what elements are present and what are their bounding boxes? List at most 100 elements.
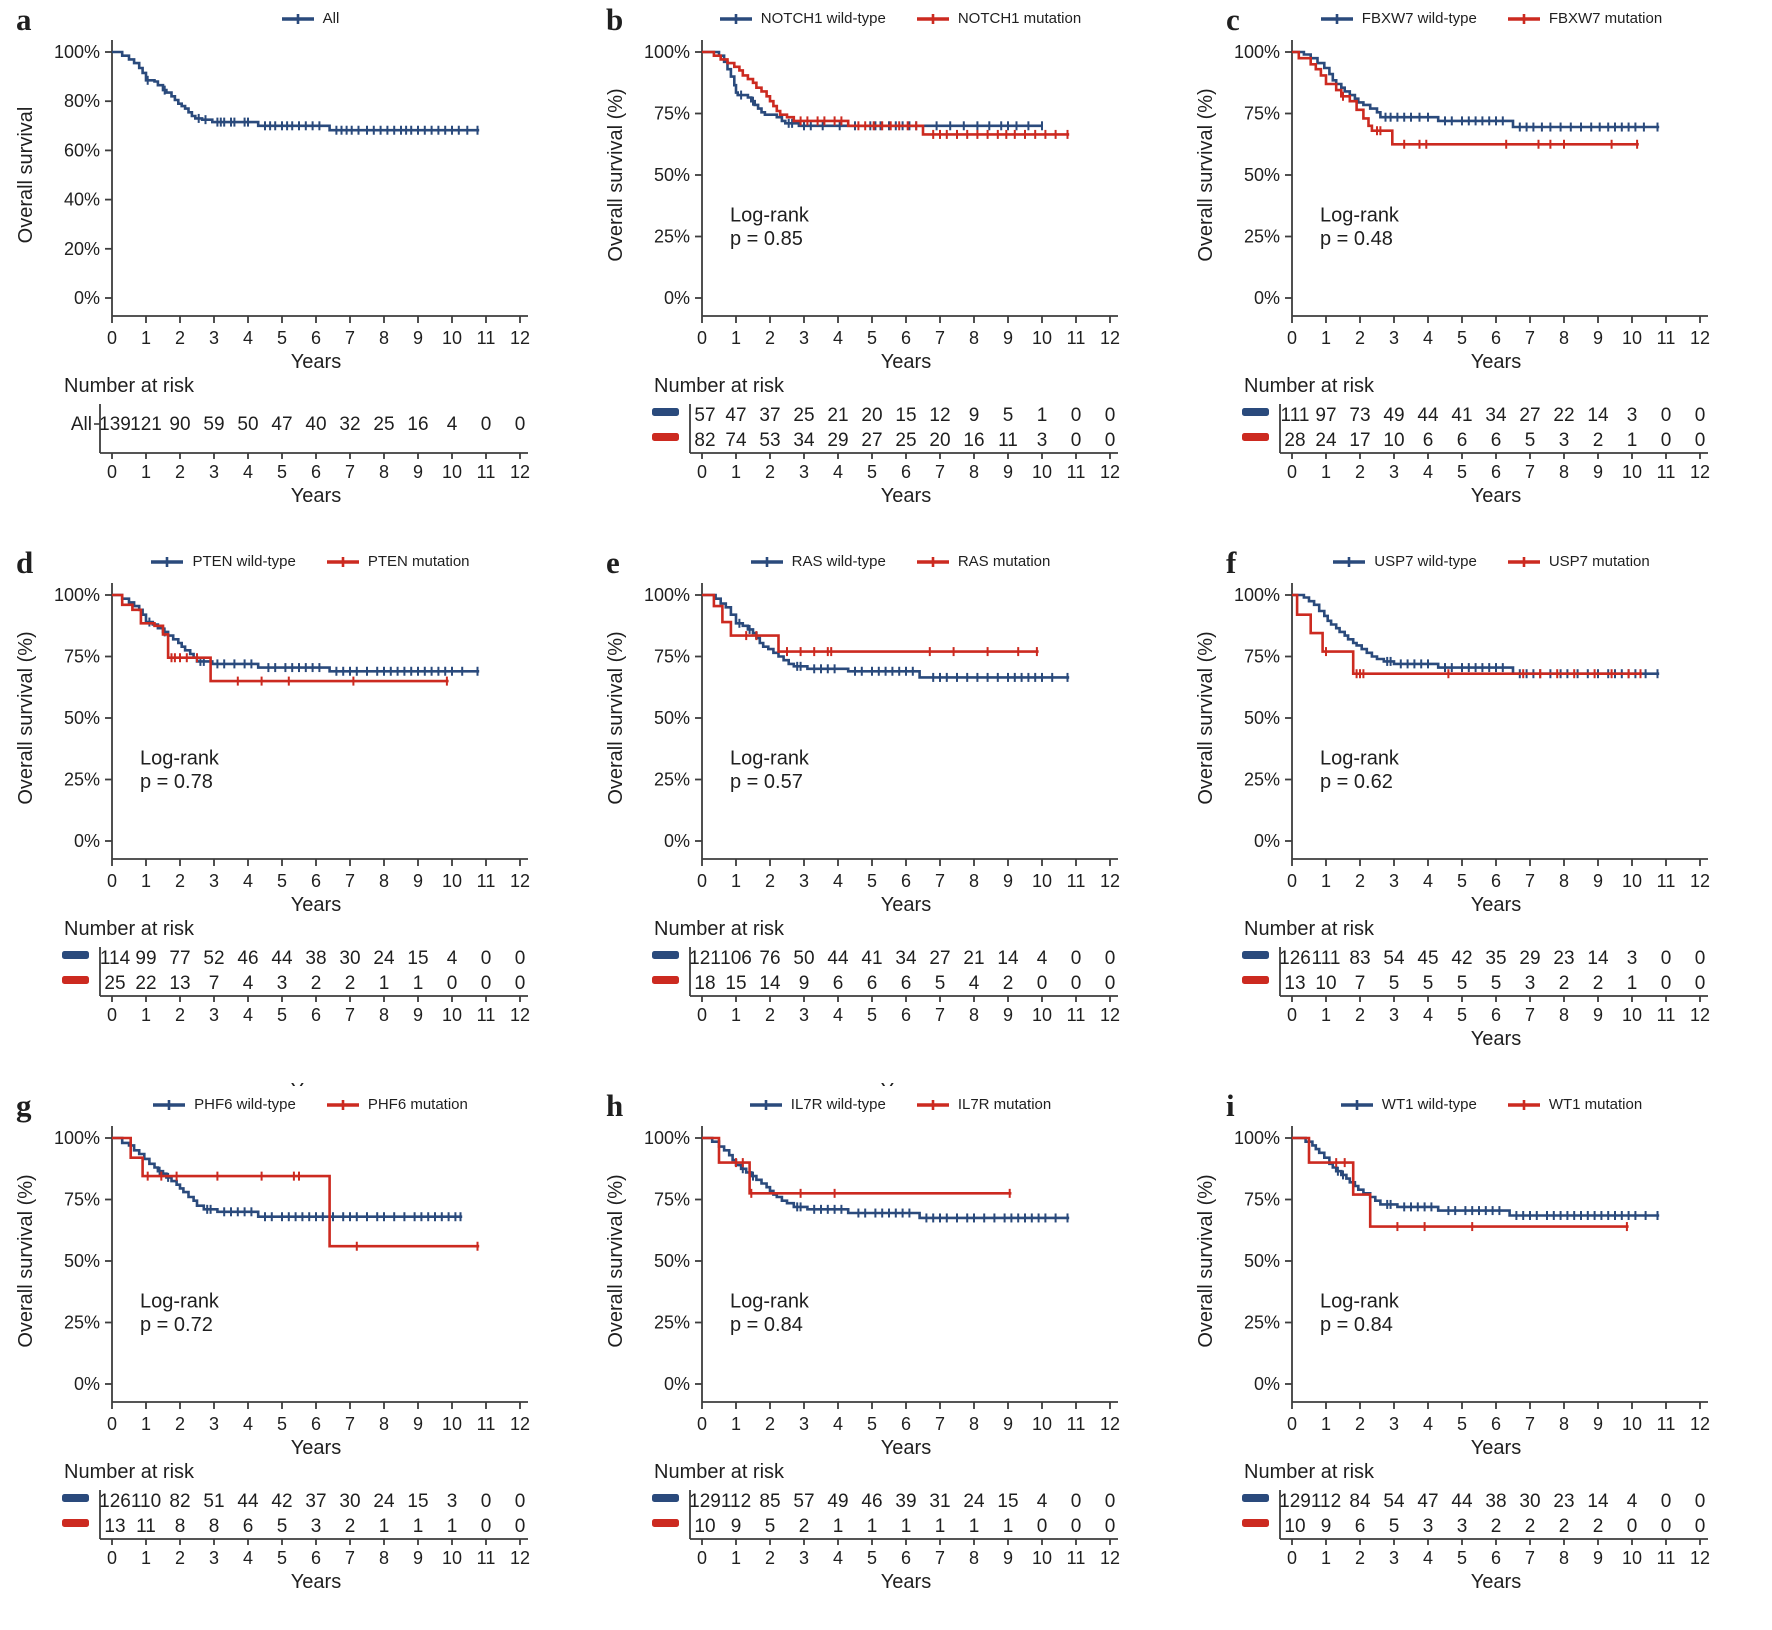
y-tick-label: 25%: [654, 1313, 690, 1333]
risk-x-tick-label: 5: [867, 462, 877, 482]
risk-x-tick-label: 9: [1593, 462, 1603, 482]
x-tick-label: 3: [799, 871, 809, 891]
censor-marks-il7r-mutation: [735, 1158, 1011, 1198]
risk-value: 16: [963, 430, 984, 451]
risk-x-tick-label: 1: [1321, 462, 1331, 482]
risk-x-axis-title: Years: [1471, 1028, 1521, 1050]
logrank-p-value: p = 0.72: [140, 1314, 213, 1336]
risk-value: 4: [447, 948, 458, 969]
risk-value: 114: [100, 948, 131, 969]
risk-x-tick-label: 8: [969, 462, 979, 482]
x-tick-label: 4: [243, 1414, 253, 1434]
x-tick-label: 7: [345, 871, 355, 891]
risk-x-tick-label: 0: [697, 1548, 707, 1568]
risk-value: 73: [1349, 405, 1370, 426]
risk-value: 52: [203, 948, 224, 969]
risk-value: 1: [833, 1516, 844, 1537]
x-tick-label: 6: [311, 871, 321, 891]
risk-x-tick-label: 4: [833, 462, 843, 482]
risk-value: 0: [481, 973, 492, 994]
x-tick-label: 2: [765, 871, 775, 891]
risk-value: 59: [203, 414, 224, 435]
x-axis-title: Years: [881, 351, 931, 373]
risk-row-swatch-phf6-wild-type: [62, 1494, 89, 1502]
x-tick-label: 12: [1100, 871, 1120, 891]
risk-x-axis-title: Years: [1471, 485, 1521, 507]
risk-value: 0: [1661, 973, 1672, 994]
risk-x-tick-label: 3: [209, 1548, 219, 1568]
x-tick-label: 10: [1032, 871, 1052, 891]
risk-value: 27: [861, 430, 882, 451]
logrank-label: Log-rank: [1320, 205, 1400, 227]
risk-value: 3: [311, 1516, 322, 1537]
risk-value: 1: [1037, 405, 1048, 426]
x-axis-title: Years: [291, 351, 341, 373]
risk-value: 15: [895, 405, 916, 426]
risk-value: 9: [1321, 1516, 1332, 1537]
legend-label: All: [322, 10, 340, 27]
y-tick-label: 0%: [74, 831, 100, 851]
x-axis-title: Years: [881, 894, 931, 916]
km-curve-pten-mutation: [112, 593, 449, 683]
legend-marker-icon: [281, 13, 314, 24]
km-chart-c: 0%25%50%75%100%0 1 2 3 4 5 6 7 8 9 10 11 12YearsOver…: [1195, 40, 1710, 507]
y-tick-label: 80%: [64, 91, 100, 111]
risk-value: 24: [963, 1491, 985, 1512]
risk-value: 0: [1695, 1516, 1706, 1537]
x-tick-label: 1: [1321, 1414, 1331, 1434]
risk-value: 99: [135, 948, 156, 969]
risk-value: 5: [1389, 973, 1400, 994]
legend-item-notch1-wild-type: NOTCH1 wild-type: [719, 10, 886, 27]
risk-value: 13: [1284, 973, 1305, 994]
y-tick-label: 50%: [64, 1251, 100, 1271]
censor-marks-usp7-mutation: [1325, 647, 1642, 679]
x-tick-label: 12: [1690, 1414, 1710, 1434]
x-tick-label: 0: [1287, 871, 1297, 891]
risk-x-tick-label: 5: [1457, 462, 1467, 482]
risk-x-tick-label: 7: [935, 462, 945, 482]
panel-h: h 0% 25% 50% 75% 100% 0 1 2 3 4 5 6 7 8 9 10 11 12 Years Ov…: [590, 1086, 1180, 1630]
censor-marks-wt1-wild-type: [1336, 1166, 1659, 1220]
censor-marks-fbxw7-wild-type: [1384, 112, 1659, 132]
risk-row-swatch-wt1-wild-type: [1242, 1494, 1269, 1502]
risk-value: 5: [935, 973, 946, 994]
risk-value: 0: [1071, 405, 1082, 426]
risk-x-tick-label: 7: [935, 1005, 945, 1025]
km-curve-ras-wild-type: [702, 593, 1070, 679]
x-tick-label: 3: [209, 328, 219, 348]
risk-value: 47: [271, 414, 292, 435]
legend-marker-icon: [326, 556, 359, 567]
km-curve-notch1-wild-type: [702, 50, 1042, 128]
risk-x-tick-label: 6: [311, 462, 321, 482]
risk-row-swatch-il7r-mutation: [652, 1519, 679, 1527]
risk-x-tick-label: 11: [1067, 462, 1086, 482]
legend-g: PHF6 wild-type PHF6 mutation: [30, 1096, 590, 1113]
risk-value: 2: [1593, 973, 1604, 994]
risk-x-tick-label: 10: [442, 462, 462, 482]
risk-value: 0: [1695, 405, 1706, 426]
risk-table-title: Number at risk: [1244, 918, 1375, 940]
censor-marks-notch1-wild-type: [740, 90, 1043, 131]
x-tick-label: 1: [141, 328, 151, 348]
risk-value: 0: [481, 1491, 492, 1512]
x-tick-label: 8: [969, 328, 979, 348]
legend-d: PTEN wild-type PTEN mutation: [30, 553, 590, 570]
y-tick-label: 0%: [664, 1374, 690, 1394]
risk-value: 34: [895, 948, 917, 969]
y-axis-title: Overall survival (%): [15, 1174, 37, 1347]
risk-value: 24: [373, 1491, 395, 1512]
x-tick-label: 8: [1559, 328, 1569, 348]
x-tick-label: 12: [510, 1414, 530, 1434]
risk-value: 14: [759, 973, 781, 994]
risk-row-swatch-usp7-wild-type: [1242, 951, 1269, 959]
panel-g: g 0% 25% 50% 75% 100% 0 1 2 3 4 5 6 7 8 9 10 11 12 Years Ov…: [0, 1086, 590, 1630]
legend-marker-icon: [153, 1099, 186, 1110]
risk-x-tick-label: 4: [1423, 462, 1433, 482]
x-tick-label: 3: [1389, 871, 1399, 891]
risk-row-swatch-fbxw7-wild-type: [1242, 408, 1269, 416]
risk-x-tick-label: 10: [1032, 1548, 1052, 1568]
x-tick-label: 1: [141, 871, 151, 891]
risk-value: 6: [1423, 430, 1434, 451]
risk-table-title: Number at risk: [654, 1461, 785, 1483]
risk-x-tick-label: 6: [311, 1548, 321, 1568]
